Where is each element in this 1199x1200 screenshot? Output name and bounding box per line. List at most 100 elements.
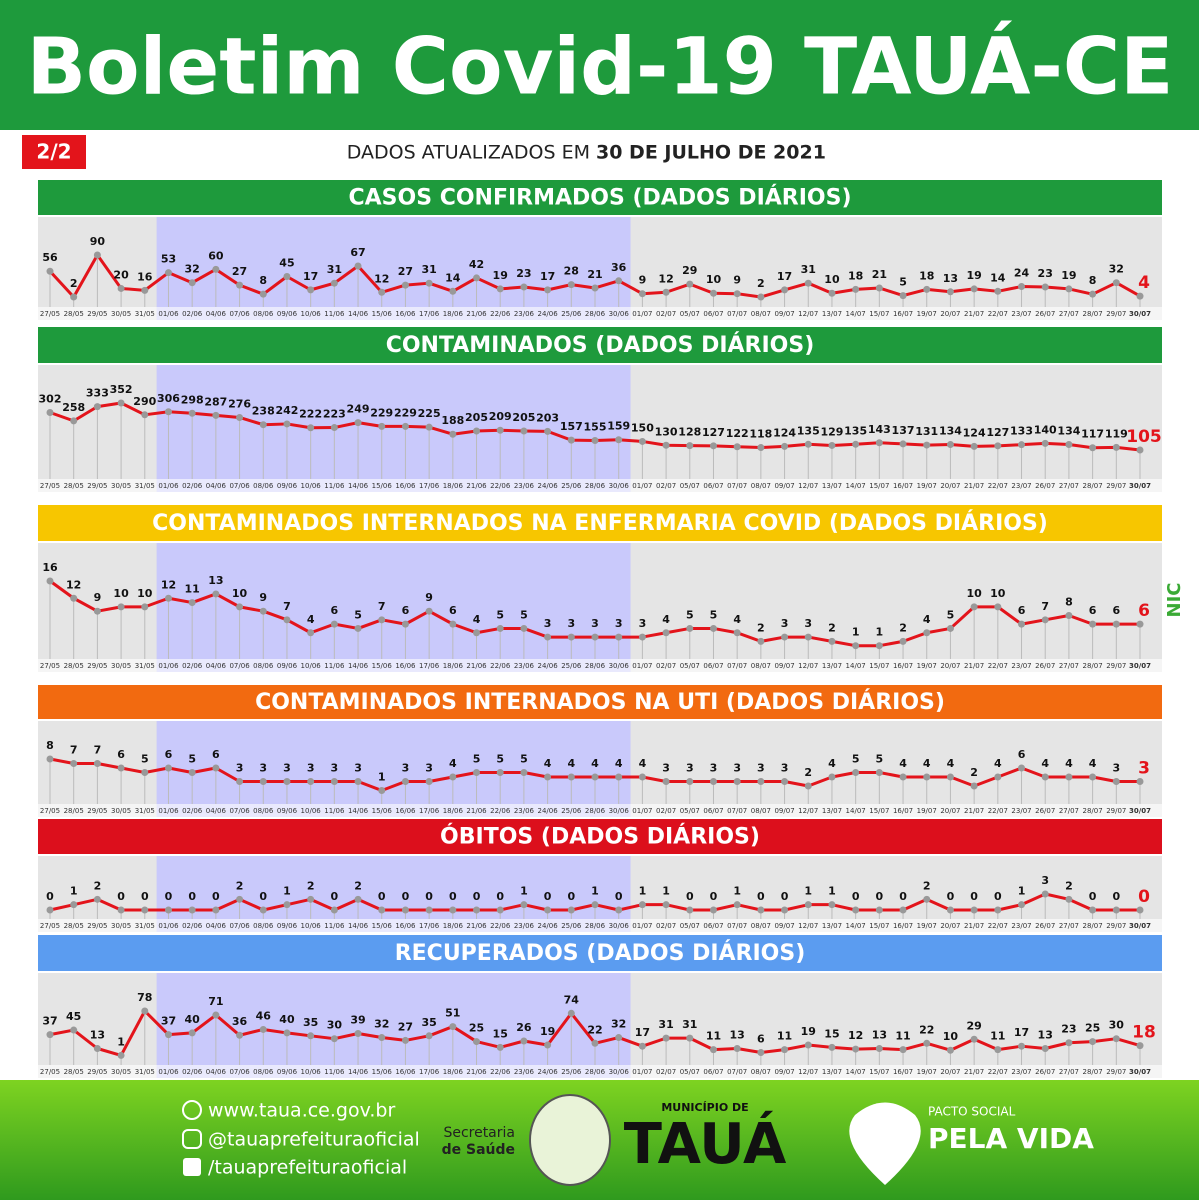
data-point — [946, 288, 954, 296]
data-point — [757, 1049, 765, 1057]
data-point — [259, 421, 267, 429]
data-label: 1 — [639, 885, 647, 898]
data-point — [188, 279, 196, 287]
data-label: 31 — [658, 1018, 673, 1031]
date-label: 08/06 — [253, 310, 274, 318]
data-label: 1 — [662, 885, 670, 898]
data-label: 31 — [801, 263, 816, 276]
data-point — [330, 620, 338, 628]
date-strip — [38, 804, 1162, 817]
date-label: 14/07 — [846, 807, 866, 815]
date-label: 09/07 — [774, 310, 794, 318]
data-point — [733, 901, 741, 909]
date-label: 12/07 — [798, 662, 818, 670]
data-point — [1065, 440, 1073, 448]
data-label: 40 — [185, 1013, 201, 1026]
data-point — [567, 436, 575, 444]
data-point — [994, 603, 1002, 611]
date-label: 02/07 — [656, 482, 676, 490]
date-label: 20/07 — [940, 922, 960, 930]
date-label: 24/06 — [538, 482, 559, 490]
date-label: 09/07 — [774, 922, 794, 930]
data-point — [970, 603, 978, 611]
date-label: 07/06 — [229, 662, 250, 670]
date-label: 22/06 — [490, 310, 511, 318]
data-label: 10 — [232, 587, 248, 600]
data-point — [46, 906, 54, 914]
date-label: 15/07 — [869, 922, 889, 930]
data-label: 37 — [161, 1015, 176, 1028]
data-point — [330, 906, 338, 914]
date-strip — [38, 1065, 1162, 1078]
data-point — [899, 440, 907, 448]
data-point — [1065, 1039, 1073, 1047]
data-point — [93, 1045, 101, 1052]
data-point — [283, 273, 291, 280]
data-label: 3 — [781, 762, 789, 775]
data-label: 0 — [117, 890, 125, 903]
date-label: 31/05 — [135, 922, 155, 930]
data-label: 276 — [228, 397, 251, 410]
data-point — [662, 288, 670, 296]
nic-logo: NIC — [1164, 583, 1185, 618]
data-point — [757, 906, 765, 914]
data-label: 10 — [966, 587, 982, 600]
data-point — [164, 906, 172, 914]
date-label: 09/07 — [774, 662, 794, 670]
date-label: 23/07 — [1011, 922, 1031, 930]
data-label: 4 — [947, 757, 955, 770]
data-point — [781, 286, 789, 294]
data-point — [804, 782, 812, 790]
date-label: 15/07 — [869, 482, 889, 490]
data-label: 122 — [726, 427, 749, 440]
data-label: 4 — [1065, 757, 1073, 770]
data-label: 31 — [682, 1018, 697, 1031]
date-label: 28/06 — [585, 807, 606, 815]
data-point — [141, 286, 149, 294]
data-point — [236, 603, 244, 611]
data-label: 4 — [473, 613, 481, 626]
date-label: 12/07 — [798, 807, 818, 815]
date-label: 10/06 — [301, 1068, 322, 1076]
date-label: 07/06 — [229, 310, 250, 318]
data-point — [781, 906, 789, 914]
date-label: 15/06 — [372, 922, 393, 930]
date-label: 04/06 — [206, 482, 227, 490]
date-label: 15/06 — [372, 1068, 393, 1076]
data-point — [757, 778, 765, 785]
date-label: 28/06 — [585, 662, 606, 670]
data-point — [1136, 620, 1144, 628]
data-label: 3 — [567, 617, 575, 630]
date-label: 25/06 — [561, 310, 582, 318]
data-label: 13 — [730, 1029, 745, 1042]
data-point — [1136, 906, 1144, 914]
highlight-period — [156, 217, 631, 320]
data-point — [852, 440, 860, 448]
data-point — [591, 436, 599, 444]
data-label: 1 — [70, 885, 78, 898]
date-label: 31/05 — [135, 482, 155, 490]
data-point — [638, 633, 646, 641]
data-label: 2 — [970, 766, 978, 779]
date-label: 27/05 — [40, 310, 60, 318]
data-point — [591, 633, 599, 641]
date-label: 11/06 — [324, 662, 345, 670]
date-label: 27/07 — [1059, 482, 1079, 490]
data-label: 11 — [895, 1030, 910, 1043]
data-label: 249 — [347, 403, 370, 416]
data-label: 0 — [970, 890, 978, 903]
date-label: 16/07 — [893, 662, 913, 670]
data-label: 2 — [828, 621, 836, 634]
data-point — [828, 1043, 836, 1051]
data-label: 1 — [591, 885, 599, 898]
data-point — [1112, 279, 1120, 287]
data-point — [354, 624, 362, 632]
data-point — [70, 417, 78, 425]
data-point — [709, 906, 717, 914]
data-point — [544, 286, 552, 294]
highlight-period — [156, 721, 631, 817]
data-point — [93, 760, 101, 767]
data-point — [212, 590, 220, 598]
pacto: PACTO SOCIAL — [928, 1105, 1016, 1119]
data-label: 4 — [1089, 757, 1097, 770]
